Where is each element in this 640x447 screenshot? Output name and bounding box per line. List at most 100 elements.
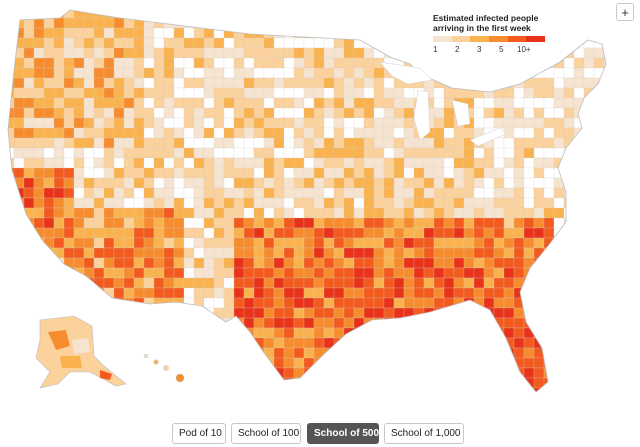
county[interactable] xyxy=(553,337,565,349)
county[interactable] xyxy=(603,327,614,339)
county[interactable] xyxy=(13,267,25,279)
county[interactable] xyxy=(83,217,95,229)
county[interactable] xyxy=(153,337,165,349)
county[interactable] xyxy=(273,377,285,389)
county[interactable] xyxy=(453,337,465,349)
county[interactable] xyxy=(263,97,275,109)
county[interactable] xyxy=(583,67,595,79)
county[interactable] xyxy=(403,167,415,179)
county[interactable] xyxy=(473,367,485,379)
county[interactable] xyxy=(603,77,614,89)
county[interactable] xyxy=(103,197,115,209)
county[interactable] xyxy=(233,117,245,129)
county[interactable] xyxy=(473,147,485,159)
county[interactable] xyxy=(573,147,585,159)
county[interactable] xyxy=(173,387,185,398)
county[interactable] xyxy=(593,157,605,169)
county[interactable] xyxy=(533,367,545,379)
county[interactable] xyxy=(83,77,95,89)
county[interactable] xyxy=(483,197,495,209)
county[interactable] xyxy=(603,47,614,59)
county[interactable] xyxy=(553,107,565,119)
county[interactable] xyxy=(133,17,145,29)
county[interactable] xyxy=(293,87,305,99)
county[interactable] xyxy=(213,67,225,79)
county[interactable] xyxy=(263,247,275,259)
county[interactable] xyxy=(324,398,334,408)
county[interactable] xyxy=(603,87,614,99)
county[interactable] xyxy=(233,327,245,339)
county[interactable] xyxy=(223,357,235,369)
county[interactable] xyxy=(183,377,195,389)
county[interactable] xyxy=(193,177,205,189)
county[interactable] xyxy=(223,117,235,129)
county[interactable] xyxy=(133,347,145,359)
county[interactable] xyxy=(423,217,435,229)
county[interactable] xyxy=(263,147,275,159)
county[interactable] xyxy=(163,237,175,249)
county[interactable] xyxy=(573,197,585,209)
county[interactable] xyxy=(43,307,55,319)
county[interactable] xyxy=(193,37,205,49)
county[interactable] xyxy=(63,77,75,89)
county[interactable] xyxy=(123,177,135,189)
county[interactable] xyxy=(553,37,565,49)
county[interactable] xyxy=(33,97,45,109)
county[interactable] xyxy=(393,167,405,179)
county[interactable] xyxy=(303,157,315,169)
county[interactable] xyxy=(323,297,335,309)
county[interactable] xyxy=(543,197,555,209)
county[interactable] xyxy=(583,227,595,239)
county[interactable] xyxy=(333,157,345,169)
county[interactable] xyxy=(293,247,305,259)
county[interactable] xyxy=(33,87,45,99)
county[interactable] xyxy=(563,47,575,59)
county[interactable] xyxy=(93,147,105,159)
county[interactable] xyxy=(33,27,45,39)
county[interactable] xyxy=(23,37,35,49)
county[interactable] xyxy=(523,237,535,249)
county[interactable] xyxy=(573,157,585,169)
county[interactable] xyxy=(403,97,415,109)
county[interactable] xyxy=(53,207,65,219)
county[interactable] xyxy=(553,167,565,179)
county[interactable] xyxy=(143,197,155,209)
county[interactable] xyxy=(173,37,185,49)
county[interactable] xyxy=(553,17,565,29)
county[interactable] xyxy=(573,307,585,319)
county[interactable] xyxy=(343,377,355,389)
county[interactable] xyxy=(553,247,565,259)
county[interactable] xyxy=(73,87,85,99)
county[interactable] xyxy=(534,398,544,408)
county[interactable] xyxy=(333,207,345,219)
county[interactable] xyxy=(23,137,35,149)
county[interactable] xyxy=(313,267,325,279)
county[interactable] xyxy=(393,377,405,389)
county[interactable] xyxy=(393,307,405,319)
county[interactable] xyxy=(73,287,85,299)
county[interactable] xyxy=(353,247,365,259)
county[interactable] xyxy=(103,217,115,229)
county[interactable] xyxy=(263,267,275,279)
county[interactable] xyxy=(503,337,515,349)
county[interactable] xyxy=(183,337,195,349)
county[interactable] xyxy=(293,37,305,49)
county[interactable] xyxy=(243,47,255,59)
county[interactable] xyxy=(183,267,195,279)
county[interactable] xyxy=(423,277,435,289)
county[interactable] xyxy=(103,177,115,189)
county[interactable] xyxy=(493,197,505,209)
county[interactable] xyxy=(263,257,275,269)
county[interactable] xyxy=(233,377,245,389)
county[interactable] xyxy=(253,267,265,279)
county[interactable] xyxy=(283,247,295,259)
county[interactable] xyxy=(353,197,365,209)
county[interactable] xyxy=(383,377,395,389)
county[interactable] xyxy=(513,87,525,99)
county[interactable] xyxy=(593,217,605,229)
county[interactable] xyxy=(483,167,495,179)
county[interactable] xyxy=(104,398,114,408)
county[interactable] xyxy=(13,277,25,289)
county[interactable] xyxy=(423,267,435,279)
county[interactable] xyxy=(603,167,614,179)
